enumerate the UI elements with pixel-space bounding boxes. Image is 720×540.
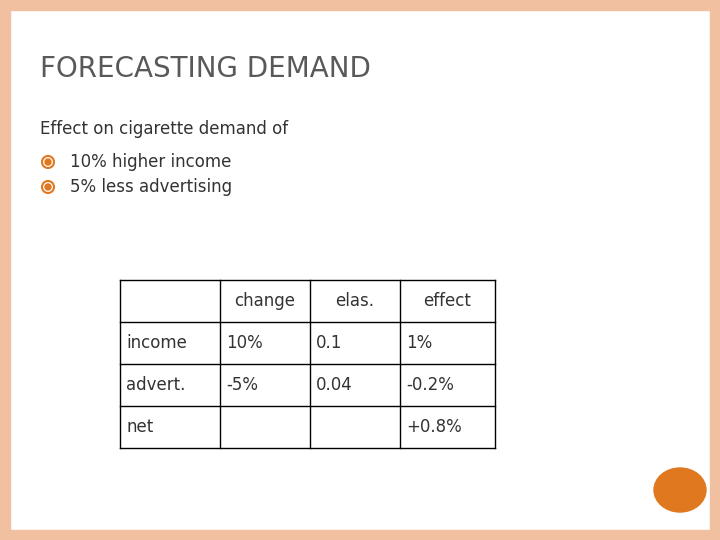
Text: change: change (235, 292, 295, 310)
Text: effect: effect (423, 292, 472, 310)
Text: elas.: elas. (336, 292, 374, 310)
Text: 1%: 1% (406, 334, 432, 352)
Bar (0, 530, 720, 540)
Text: -5%: -5% (226, 376, 258, 394)
Circle shape (45, 184, 51, 190)
Text: 10% higher income: 10% higher income (70, 153, 231, 171)
Text: 0.1: 0.1 (316, 334, 343, 352)
Text: income: income (126, 334, 187, 352)
Text: Effect on cigarette demand of: Effect on cigarette demand of (40, 120, 288, 138)
Bar (0, 0, 10, 540)
Text: 5% less advertising: 5% less advertising (70, 178, 232, 196)
Circle shape (45, 159, 51, 165)
Text: advert.: advert. (126, 376, 185, 394)
Text: -0.2%: -0.2% (406, 376, 454, 394)
Text: +0.8%: +0.8% (406, 418, 462, 436)
Bar (0, 0, 720, 10)
Text: 0.04: 0.04 (316, 376, 353, 394)
Text: net: net (126, 418, 153, 436)
Ellipse shape (654, 468, 706, 512)
Bar (710, 0, 720, 540)
Text: FORECASTING DEMAND: FORECASTING DEMAND (40, 55, 371, 83)
Text: 10%: 10% (226, 334, 263, 352)
